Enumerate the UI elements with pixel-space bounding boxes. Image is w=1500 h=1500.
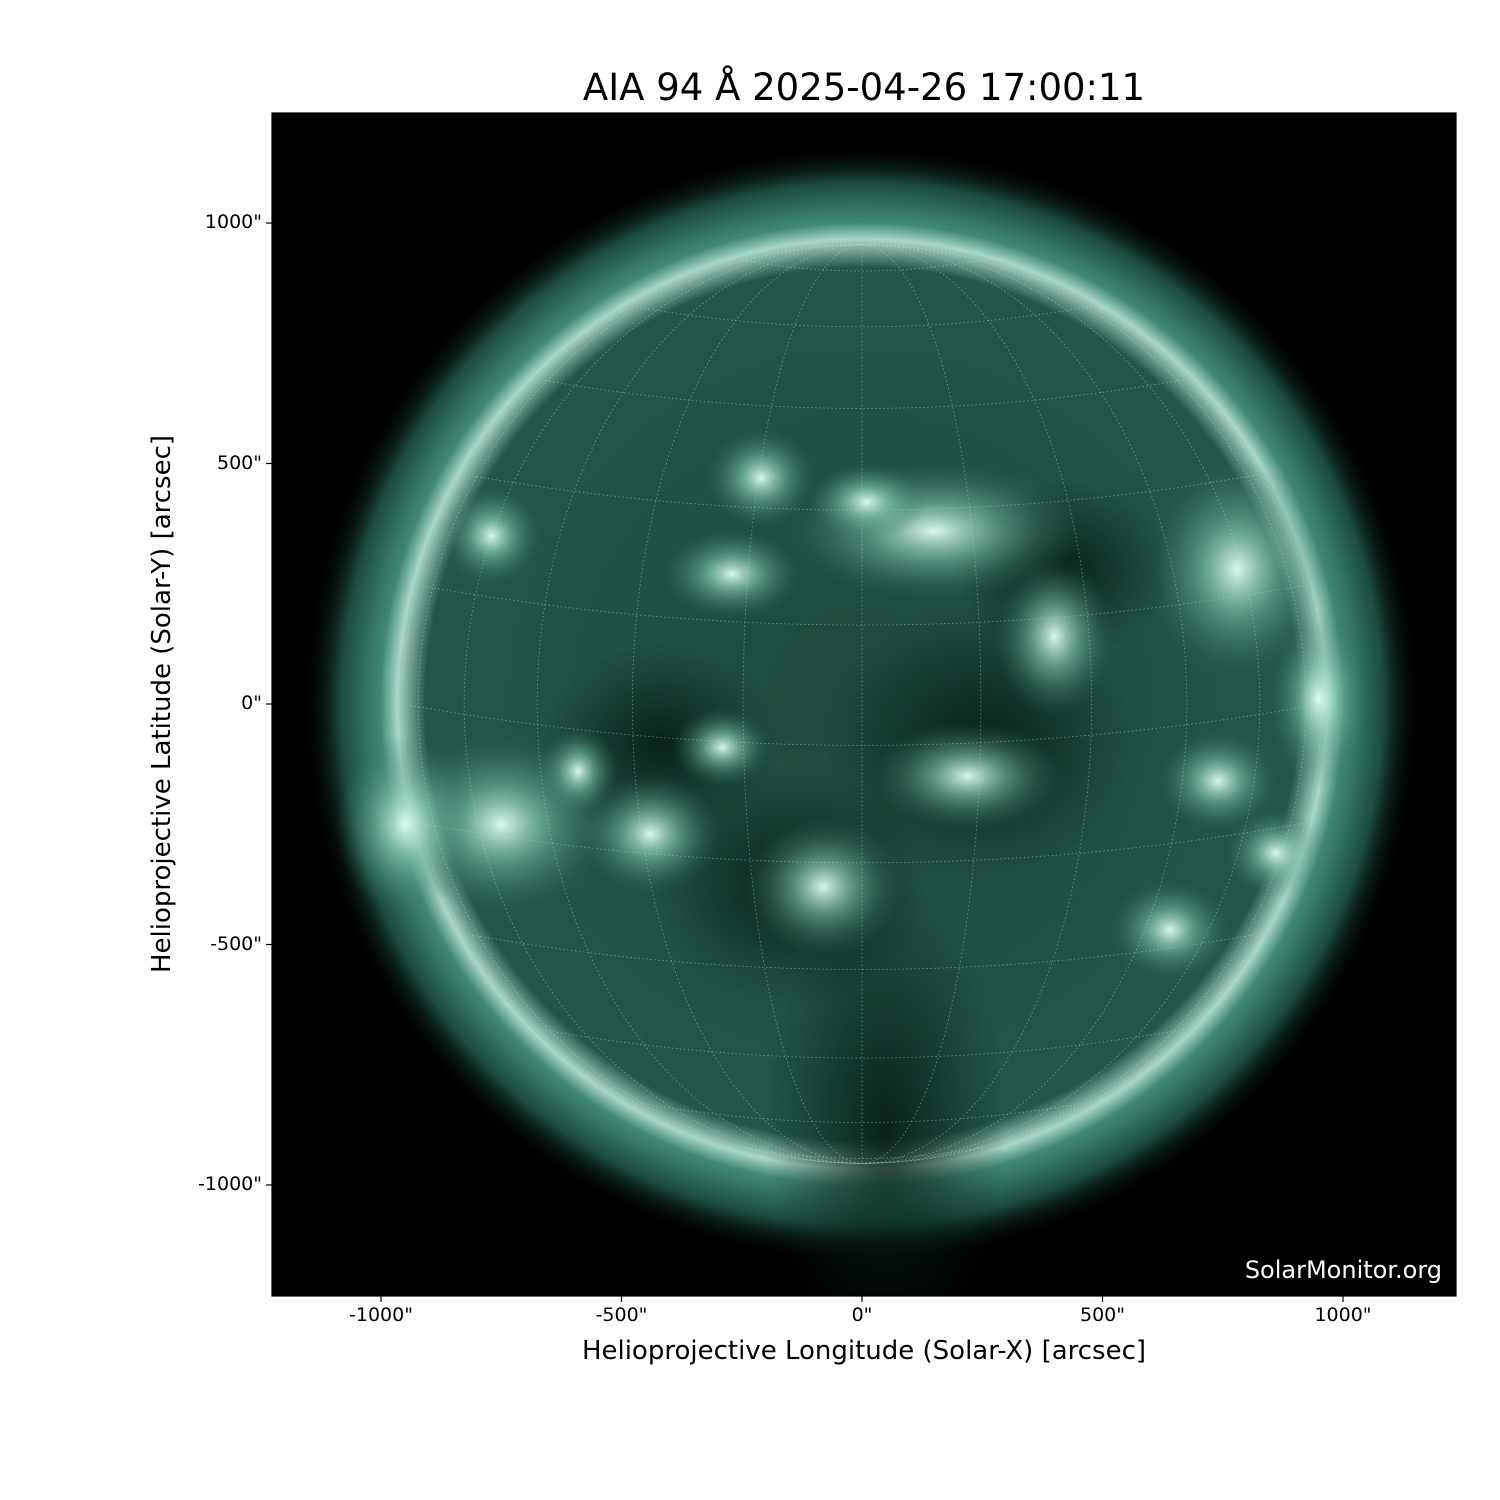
grid-parallel: [464, 933, 1260, 970]
active-region: [994, 556, 1115, 717]
active-region: [335, 734, 476, 915]
active-region: [1157, 730, 1278, 831]
y-tick-label: 0": [241, 692, 262, 714]
grid-parallel: [537, 1028, 1187, 1059]
grid-parallel: [402, 703, 1322, 746]
active-region: [705, 427, 816, 528]
x-tick-label: -1000": [349, 1304, 413, 1326]
y-axis-label: Helioprojective Latitude (Solar-Y) [arcs…: [147, 434, 177, 974]
active-region: [1109, 880, 1230, 981]
active-region: [672, 707, 773, 788]
y-tick-label: -500": [210, 932, 262, 955]
active-region: [662, 529, 803, 620]
active-region: [872, 721, 1063, 832]
x-axis-label: Helioprojective Longitude (Solar-X) [arc…: [581, 1336, 1147, 1366]
plot-title: AIA 94 Å 2025-04-26 17:00:11: [582, 66, 1146, 109]
grid-meridian: [743, 244, 863, 1164]
watermark: SolarMonitor.org: [1244, 1256, 1442, 1284]
active-region: [743, 816, 904, 957]
x-tick-label: 0": [851, 1304, 873, 1326]
x-tick-label: 1000": [1314, 1304, 1372, 1326]
grid-parallel: [537, 378, 1187, 409]
y-tick-label: -1000": [198, 1173, 262, 1195]
grid-meridian: [861, 244, 981, 1164]
active-region: [538, 726, 619, 817]
active-region: [580, 773, 721, 894]
grid-parallel: [464, 473, 1260, 511]
active-region: [806, 461, 927, 542]
active-region: [441, 485, 542, 586]
sun-disk: [302, 144, 1422, 1296]
active-region: [1268, 609, 1369, 790]
y-tick-label: 1000": [204, 211, 262, 233]
grid-parallel: [743, 259, 981, 272]
grid-parallel: [743, 1147, 981, 1159]
active-region: [1225, 808, 1326, 899]
x-tick-label: 500": [1079, 1304, 1125, 1326]
active-region: [1147, 459, 1328, 680]
x-tick-label: -500": [595, 1304, 648, 1326]
y-tick-label: 500": [216, 451, 262, 474]
